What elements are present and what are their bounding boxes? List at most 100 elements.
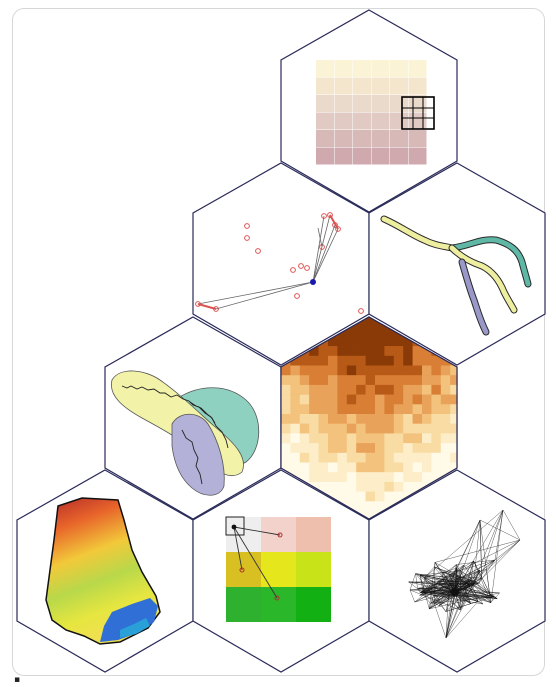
grid-cell — [371, 77, 390, 95]
raster-cell — [346, 404, 357, 415]
raster-cell — [318, 443, 329, 453]
raster-cell — [356, 501, 366, 512]
raster-cell — [299, 384, 310, 395]
network-edge — [454, 591, 484, 605]
raster-cell — [318, 472, 329, 483]
grid-cell — [316, 95, 334, 112]
raster-cell — [290, 414, 300, 424]
raster-cell — [299, 472, 310, 483]
raster-cell — [384, 414, 394, 424]
raster-cell — [450, 394, 457, 405]
raster-cell — [431, 404, 441, 415]
raster-cell — [337, 472, 347, 483]
raster-cell — [356, 365, 366, 376]
raster-cell — [318, 404, 329, 415]
raster-cell — [309, 433, 319, 444]
network-edge — [469, 584, 484, 605]
raster-cell — [318, 462, 329, 473]
raster-cell — [375, 423, 385, 434]
raster-cell — [384, 481, 394, 492]
raster-cell — [346, 491, 357, 502]
raster-cell — [365, 423, 376, 434]
grid-cell — [408, 112, 427, 130]
raster-cell — [290, 355, 300, 366]
raster-cell — [281, 404, 291, 415]
raster-cell — [393, 375, 404, 386]
raster-cell — [412, 375, 423, 386]
network-edge — [417, 588, 479, 602]
raster-cell — [356, 433, 366, 444]
raster-cell — [431, 375, 441, 386]
raster-cell — [393, 443, 404, 453]
raster-cell — [412, 394, 423, 405]
raster-cell — [403, 384, 413, 395]
grid-cell — [353, 77, 371, 95]
network-edge — [438, 564, 457, 584]
raster-cell — [440, 414, 451, 424]
raster-cell — [365, 346, 376, 356]
raster-cell — [422, 452, 432, 463]
raster-cell — [422, 404, 432, 415]
raster-cell — [346, 472, 357, 483]
grid-cell — [390, 130, 408, 147]
raster-cell — [431, 472, 441, 483]
raster-cell — [299, 355, 310, 366]
hex-raster-window — [280, 9, 458, 213]
network-edge — [409, 583, 476, 591]
raster-cell — [356, 336, 366, 347]
raster-cell — [422, 414, 432, 424]
network-edge — [453, 583, 491, 603]
raster-cell — [365, 472, 376, 483]
raster-cell — [346, 501, 357, 512]
hex-point-pattern — [192, 162, 370, 366]
raster-cell — [356, 491, 366, 502]
raster-cell — [403, 336, 413, 347]
network-edge — [473, 519, 481, 582]
raster-cell — [356, 481, 366, 492]
raster-cell — [299, 404, 310, 415]
raster-cell — [422, 346, 432, 356]
raster-cell — [337, 462, 347, 473]
raster-cell — [328, 423, 338, 434]
network-edge — [437, 579, 443, 582]
raster-cell — [337, 394, 347, 405]
raster-cell — [290, 433, 300, 444]
raster-cell — [328, 481, 338, 492]
grid-cell — [408, 147, 427, 165]
raster-cell — [337, 355, 347, 366]
raster-cell — [431, 452, 441, 463]
raster-cell — [281, 462, 291, 473]
moving-window-box — [401, 96, 435, 130]
raster-cell — [337, 433, 347, 444]
network-edge — [429, 592, 500, 610]
raster-cell — [393, 472, 404, 483]
raster-cell — [346, 346, 357, 356]
raster-cell — [337, 365, 347, 376]
raster-cell — [431, 443, 441, 453]
network-edge — [490, 596, 494, 603]
network-edge — [448, 593, 452, 597]
raster-cell — [346, 355, 357, 366]
network-edge — [455, 577, 482, 586]
raster-cell — [431, 433, 441, 444]
raster-cell — [290, 443, 300, 453]
raster-cell — [337, 414, 347, 424]
raster-cell — [346, 481, 357, 492]
network-edge — [454, 519, 481, 593]
raster-cell — [431, 365, 441, 376]
raster-cell — [375, 443, 385, 453]
raster-cell — [299, 462, 310, 473]
network-edge — [469, 595, 484, 605]
network-edge — [409, 586, 456, 591]
grid-cell — [371, 130, 390, 147]
raster-cell — [299, 375, 310, 386]
raster-cell — [450, 462, 457, 473]
network-edge — [434, 562, 461, 609]
network-edge — [486, 569, 491, 603]
raster-cell — [375, 491, 385, 502]
raster-cell — [422, 355, 432, 366]
raster-cell — [384, 472, 394, 483]
raster-cell — [375, 414, 385, 424]
grid-cell — [353, 130, 371, 147]
raster-cell — [393, 491, 404, 502]
